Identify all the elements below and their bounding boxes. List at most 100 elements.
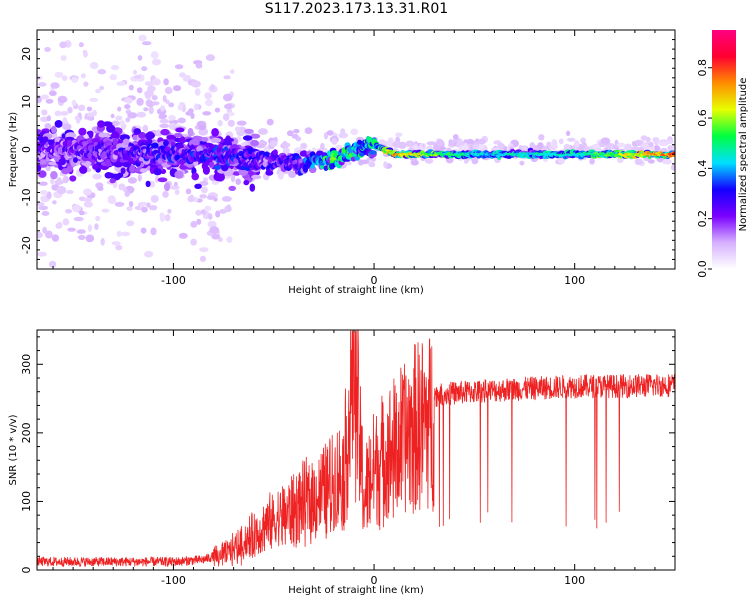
heatmap-cell — [95, 88, 101, 94]
colorbar-label: Normalized spectral amplitude — [738, 78, 749, 232]
heatmap-cell — [250, 133, 261, 139]
heatmap-cell — [62, 123, 72, 131]
heatmap-cell — [41, 109, 48, 116]
heatmap-cell — [116, 81, 126, 87]
heatmap-cell — [194, 88, 201, 96]
heatmap-cell — [125, 117, 131, 123]
heatmap-cell — [230, 69, 235, 74]
heatmap-cell — [73, 216, 84, 222]
heatmap-cell — [426, 141, 437, 146]
heatmap-cell — [67, 227, 76, 232]
heatmap-cell — [144, 250, 154, 258]
heatmap-cell — [83, 188, 92, 196]
heatmap-cell — [120, 167, 126, 174]
heatmap-cell — [174, 189, 180, 195]
heatmap-cell — [155, 129, 161, 137]
x-tick-label: 0 — [371, 574, 378, 587]
heatmap-cell — [124, 104, 131, 110]
heatmap-cell — [48, 161, 58, 166]
heatmap-cell — [215, 210, 221, 218]
heatmap-cell — [670, 154, 675, 157]
heatmap-cell — [503, 146, 508, 152]
heatmap-cell — [168, 114, 176, 121]
heatmap-cell — [62, 117, 68, 125]
heatmap-cell — [39, 190, 49, 195]
colorbar-tick-label: 0.0 — [696, 260, 709, 278]
heatmap-cell — [387, 137, 394, 143]
heatmap-cell — [110, 113, 115, 119]
heatmap-cell — [210, 84, 215, 91]
snr-frame — [36, 329, 676, 571]
heatmap-cell — [37, 231, 43, 239]
heatmap-cell — [71, 76, 79, 83]
heatmap-cell — [89, 61, 99, 70]
y-tick-label: 200 — [20, 422, 33, 443]
heatmap-cell — [167, 208, 172, 214]
heatmap-y-axis-label: Frequency (Hz) — [8, 112, 19, 188]
heatmap-cell — [282, 147, 290, 155]
heatmap-cell — [634, 158, 643, 166]
y-tick-label: 10 — [20, 95, 33, 109]
snr-series-line — [37, 330, 675, 568]
heatmap-cell — [148, 205, 158, 211]
heatmap-cell — [126, 206, 133, 212]
heatmap-cell — [50, 82, 60, 89]
colorbar-tick-label: 0.4 — [696, 160, 709, 178]
chart-title: S117.2023.173.13.31.R01 — [264, 1, 449, 17]
heatmap-cells — [37, 30, 675, 269]
heatmap-cell — [154, 175, 160, 183]
heatmap-cell — [110, 65, 120, 71]
heatmap-cell — [54, 120, 63, 128]
colorbar-gradient — [712, 30, 736, 269]
heatmap-cell — [199, 180, 209, 186]
heatmap-cell — [304, 127, 313, 135]
heatmap-cell — [37, 82, 47, 87]
heatmap-cell — [423, 152, 428, 155]
heatmap-cell — [119, 120, 125, 127]
heatmap-cell — [124, 97, 133, 104]
y-tick-label: 300 — [20, 354, 33, 375]
heatmap-cell — [667, 145, 673, 152]
heatmap-cell — [40, 94, 50, 100]
heatmap-cell — [128, 84, 134, 91]
heatmap-cell — [592, 154, 597, 157]
heatmap-cell — [127, 177, 138, 184]
heatmap-cell — [44, 47, 51, 52]
heatmap-cell — [87, 224, 93, 232]
heatmap-cell — [97, 69, 107, 75]
heatmap-cell — [173, 181, 178, 187]
heatmap-cell — [463, 159, 469, 164]
heatmap-cell — [580, 137, 586, 144]
snr-y-axis-label: SNR (10 * v/v) — [8, 414, 19, 485]
heatmap-cell — [214, 173, 225, 182]
heatmap-cell — [187, 127, 194, 137]
heatmap-cell — [78, 42, 84, 48]
heatmap-cell — [115, 115, 123, 121]
heatmap-cell — [235, 178, 241, 185]
heatmap-cell — [76, 116, 81, 124]
heatmap-cell — [151, 142, 159, 149]
heatmap-cell — [50, 171, 58, 180]
heatmap-cell — [200, 209, 207, 215]
heatmap-cell — [163, 140, 169, 147]
heatmap-cell — [66, 139, 73, 147]
heatmap-cell — [293, 128, 300, 134]
heatmap-cell — [174, 170, 184, 179]
heatmap-cell — [226, 204, 232, 213]
heatmap-cell — [67, 106, 73, 114]
heatmap-cell — [71, 99, 77, 106]
x-tick-label: -100 — [161, 274, 186, 287]
heatmap-cell — [165, 99, 170, 104]
heatmap-cell — [185, 188, 192, 195]
heatmap-cell — [144, 90, 154, 97]
heatmap-cell — [202, 111, 212, 116]
heatmap-cell — [133, 128, 141, 135]
heatmap-cell — [381, 148, 387, 151]
heatmap-cell — [111, 120, 120, 127]
heatmap-cell — [214, 165, 222, 170]
heatmap-cell — [211, 127, 220, 137]
heatmap-cell — [45, 98, 54, 104]
heatmap-cell — [589, 158, 595, 165]
heatmap-cell — [320, 142, 325, 150]
